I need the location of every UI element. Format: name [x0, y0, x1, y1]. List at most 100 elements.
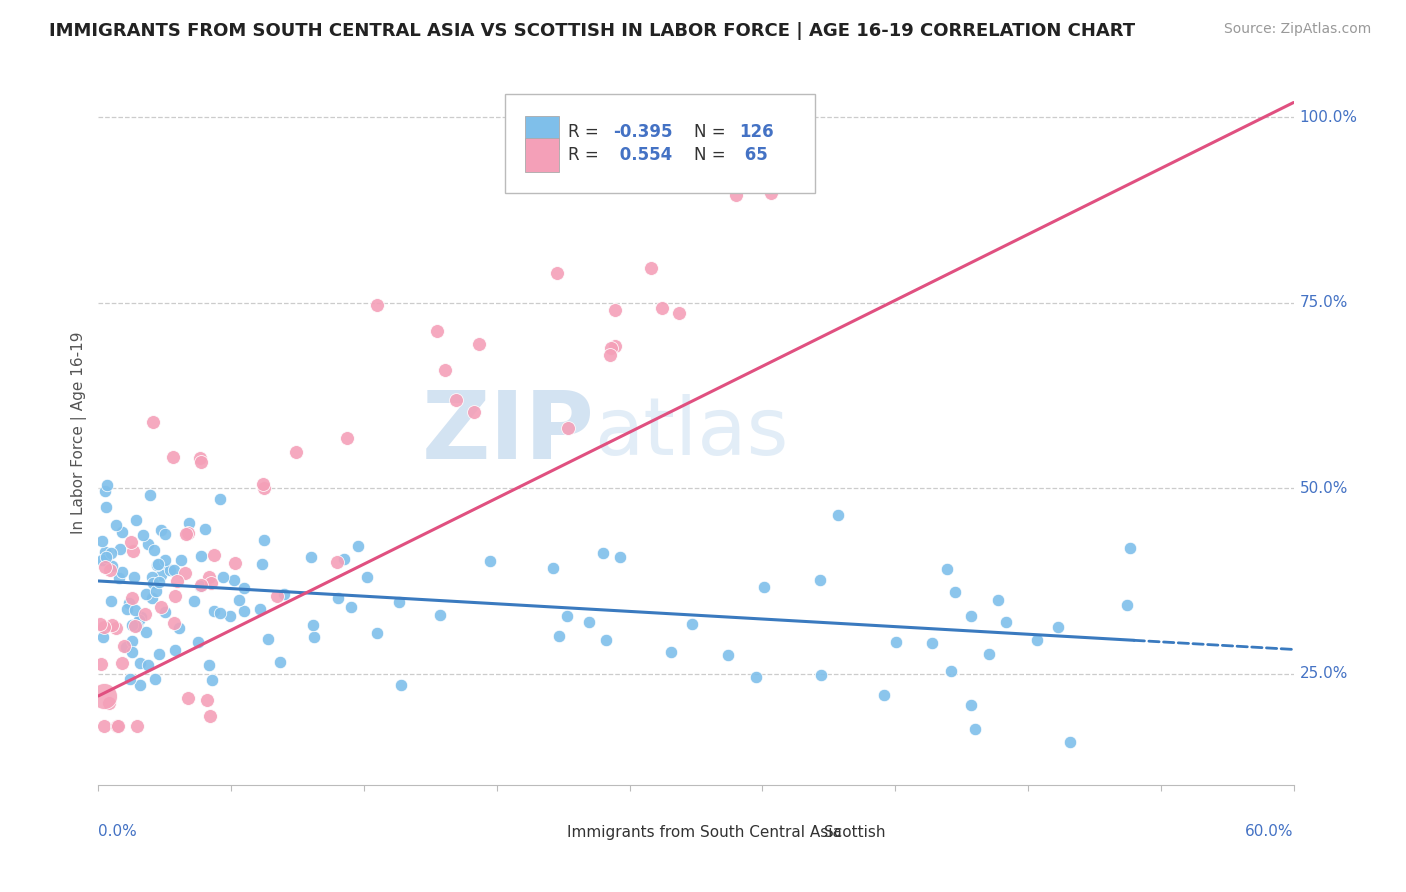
- Text: 0.0%: 0.0%: [98, 823, 138, 838]
- Point: [165, 589, 187, 603]
- Point: [93, 689, 115, 703]
- Point: [603, 303, 626, 318]
- FancyBboxPatch shape: [537, 819, 561, 847]
- Point: [121, 634, 143, 648]
- Point: [159, 563, 181, 577]
- Point: [995, 615, 1018, 630]
- Point: [132, 527, 155, 541]
- Point: [198, 657, 221, 672]
- Point: [153, 526, 176, 541]
- Point: [117, 602, 139, 616]
- Point: [91, 533, 114, 548]
- Point: [218, 608, 240, 623]
- Point: [578, 615, 600, 629]
- Point: [176, 526, 198, 541]
- Point: [936, 562, 959, 576]
- Text: 25.0%: 25.0%: [1299, 666, 1348, 681]
- Text: N =: N =: [693, 123, 731, 142]
- Point: [366, 625, 388, 640]
- Point: [1059, 735, 1081, 749]
- Point: [808, 574, 831, 588]
- Point: [249, 601, 271, 615]
- Point: [118, 596, 141, 610]
- Point: [143, 542, 166, 557]
- Point: [170, 553, 193, 567]
- Point: [302, 630, 325, 644]
- Point: [135, 624, 157, 639]
- Point: [269, 655, 291, 669]
- Point: [124, 619, 146, 633]
- Point: [91, 630, 114, 644]
- Point: [340, 599, 363, 614]
- Text: 0.554: 0.554: [613, 146, 672, 164]
- Point: [208, 491, 231, 506]
- Point: [202, 604, 225, 618]
- Point: [174, 527, 197, 541]
- Point: [326, 555, 349, 569]
- Point: [93, 483, 115, 498]
- Point: [681, 617, 703, 632]
- Point: [194, 522, 217, 536]
- Point: [659, 645, 682, 659]
- Text: atlas: atlas: [595, 393, 789, 472]
- Point: [429, 608, 451, 623]
- Point: [960, 608, 983, 623]
- Point: [873, 688, 896, 702]
- Point: [136, 657, 159, 672]
- Point: [93, 620, 115, 634]
- Point: [884, 635, 907, 649]
- Point: [91, 553, 114, 567]
- Text: Scottish: Scottish: [824, 825, 886, 840]
- Text: -0.395: -0.395: [613, 123, 673, 142]
- FancyBboxPatch shape: [524, 138, 558, 172]
- Point: [592, 546, 614, 560]
- Point: [101, 618, 124, 632]
- Point: [135, 587, 157, 601]
- Point: [177, 690, 200, 705]
- Point: [129, 678, 152, 692]
- Point: [156, 562, 179, 576]
- Point: [136, 537, 159, 551]
- Point: [173, 566, 195, 580]
- Point: [366, 298, 388, 312]
- Text: 126: 126: [740, 123, 773, 142]
- Point: [754, 581, 776, 595]
- Point: [188, 451, 211, 466]
- Point: [142, 576, 165, 591]
- Point: [388, 595, 411, 609]
- Text: 50.0%: 50.0%: [1299, 481, 1348, 496]
- Point: [162, 450, 184, 465]
- Text: 100.0%: 100.0%: [1299, 110, 1358, 125]
- Point: [987, 593, 1010, 607]
- Point: [141, 570, 163, 584]
- Point: [141, 591, 163, 606]
- Point: [202, 548, 225, 562]
- Point: [128, 613, 150, 627]
- Point: [190, 577, 212, 591]
- Point: [150, 600, 173, 615]
- Point: [146, 558, 169, 572]
- Point: [166, 574, 188, 588]
- Point: [120, 672, 142, 686]
- Point: [208, 606, 231, 620]
- Point: [744, 670, 766, 684]
- Point: [603, 339, 626, 353]
- Point: [107, 718, 129, 732]
- Point: [121, 591, 143, 606]
- Point: [651, 301, 673, 315]
- Point: [599, 341, 621, 355]
- FancyBboxPatch shape: [524, 116, 558, 149]
- Point: [105, 518, 128, 533]
- Point: [98, 696, 121, 710]
- Point: [188, 578, 211, 592]
- Text: ZIP: ZIP: [422, 386, 595, 479]
- Point: [233, 604, 256, 618]
- Point: [336, 431, 359, 445]
- Point: [125, 718, 148, 732]
- Point: [183, 594, 205, 608]
- Point: [201, 673, 224, 688]
- Point: [302, 618, 325, 632]
- Text: N =: N =: [693, 146, 731, 164]
- Point: [145, 558, 167, 572]
- Point: [1026, 632, 1049, 647]
